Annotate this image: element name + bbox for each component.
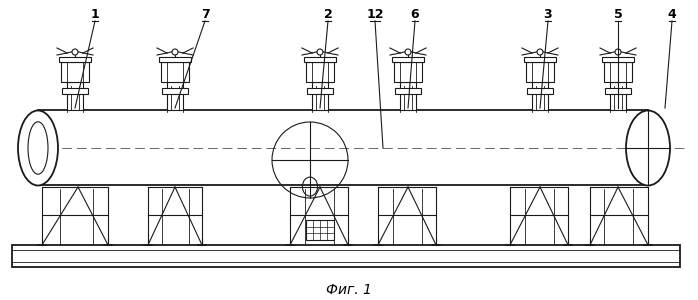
- Text: 5: 5: [614, 8, 623, 20]
- Bar: [394, 62, 422, 82]
- Bar: [532, 107, 548, 113]
- Ellipse shape: [626, 110, 670, 185]
- Text: 7: 7: [200, 8, 209, 20]
- Bar: [12, 245, 680, 267]
- Bar: [392, 57, 424, 62]
- Text: 1: 1: [91, 8, 99, 20]
- Bar: [532, 82, 548, 110]
- Bar: [167, 82, 183, 110]
- Text: 12: 12: [366, 8, 384, 20]
- Circle shape: [537, 49, 543, 55]
- Bar: [161, 62, 189, 82]
- Bar: [67, 82, 83, 110]
- Bar: [304, 57, 336, 62]
- Bar: [312, 82, 328, 110]
- Bar: [604, 62, 632, 82]
- Bar: [59, 57, 91, 62]
- Bar: [312, 107, 328, 113]
- Bar: [526, 62, 554, 82]
- Text: 6: 6: [410, 8, 419, 20]
- Bar: [605, 88, 631, 94]
- Bar: [67, 107, 83, 113]
- Circle shape: [172, 49, 178, 55]
- Bar: [395, 88, 421, 94]
- Circle shape: [72, 49, 78, 55]
- Text: 2: 2: [324, 8, 332, 20]
- Bar: [400, 82, 416, 110]
- Circle shape: [317, 49, 323, 55]
- Bar: [610, 82, 626, 110]
- Circle shape: [615, 49, 621, 55]
- Bar: [524, 57, 556, 62]
- Bar: [167, 107, 183, 113]
- Text: Фиг. 1: Фиг. 1: [326, 283, 372, 297]
- Bar: [306, 62, 334, 82]
- Bar: [159, 57, 191, 62]
- Bar: [400, 107, 416, 113]
- Ellipse shape: [18, 110, 58, 185]
- Bar: [527, 88, 553, 94]
- Bar: [62, 88, 88, 94]
- Bar: [61, 62, 89, 82]
- Bar: [307, 88, 333, 94]
- Bar: [610, 107, 626, 113]
- Circle shape: [405, 49, 411, 55]
- Bar: [602, 57, 634, 62]
- Bar: [162, 88, 188, 94]
- Ellipse shape: [28, 122, 48, 174]
- Text: 4: 4: [667, 8, 676, 20]
- Bar: [306, 220, 334, 240]
- Text: 3: 3: [544, 8, 552, 20]
